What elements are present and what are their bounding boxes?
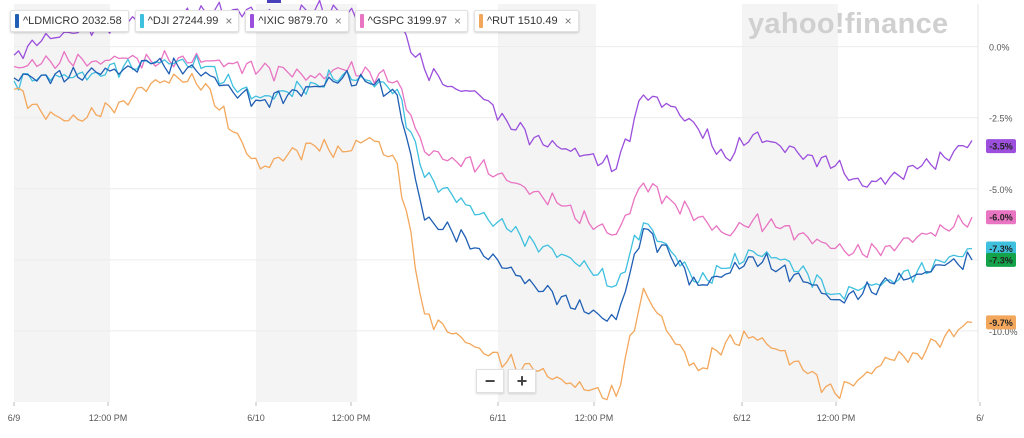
series-line	[13, 72, 973, 401]
series-line	[13, 57, 973, 322]
legend-swatch	[478, 14, 483, 28]
yahoo-finance-logo: yahoo!finance	[748, 8, 949, 40]
remove-symbol-icon[interactable]: ×	[334, 14, 342, 28]
legend-value: 9879.70	[287, 15, 328, 27]
x-tick-label: 6/9	[8, 413, 21, 423]
end-value-badge	[986, 139, 1016, 154]
series-line	[13, 54, 973, 300]
legend: ^LDMICRO 2032.58 ^DJI 27244.99 × ^IXIC 9879…	[10, 10, 579, 32]
end-value-badge	[986, 252, 1016, 267]
x-tick-label: 12:00 PM	[817, 413, 856, 423]
x-tick-label: 6/11	[490, 413, 507, 423]
end-value-badge	[986, 210, 1016, 225]
legend-swatch	[15, 14, 19, 28]
x-tick-label: 6/12	[733, 413, 751, 423]
legend-chip[interactable]: ^GSPC 3199.97 ×	[354, 10, 468, 32]
legend-value: 2032.58	[81, 15, 122, 27]
zoom-controls: − +	[476, 369, 536, 393]
legend-symbol: ^IXIC	[258, 15, 285, 27]
legend-value: 27244.99	[172, 15, 219, 27]
zoom-in-button[interactable]: +	[508, 369, 536, 393]
end-value-badge	[986, 315, 1016, 330]
end-value-label: -7.3%	[989, 244, 1013, 254]
legend-chip[interactable]: ^RUT 1510.49 ×	[473, 10, 579, 32]
remove-symbol-icon[interactable]: ×	[225, 14, 233, 28]
chart-top-marker	[267, 0, 281, 3]
legend-value: 1510.49	[517, 15, 558, 27]
end-value-label: -7.3%	[989, 255, 1013, 265]
x-tick-label: 6/	[976, 413, 984, 423]
legend-chip[interactable]: ^LDMICRO 2032.58	[10, 10, 129, 32]
series-line	[13, 50, 973, 259]
remove-symbol-icon[interactable]: ×	[453, 14, 461, 28]
x-tick-label: 12:00 PM	[89, 413, 128, 423]
zoom-out-button[interactable]: −	[476, 369, 504, 393]
remove-symbol-icon[interactable]: ×	[564, 14, 572, 28]
x-tick-label: 6/10	[247, 413, 265, 423]
legend-symbol: ^LDMICRO	[23, 15, 79, 27]
legend-swatch	[250, 14, 255, 28]
x-tick-label: 12:00 PM	[575, 413, 614, 423]
legend-value: 3199.97	[407, 15, 447, 27]
legend-chip[interactable]: ^DJI 27244.99 ×	[134, 10, 240, 32]
legend-symbol: ^DJI	[147, 15, 170, 27]
end-value-badge	[986, 241, 1016, 256]
legend-symbol: ^RUT	[486, 15, 515, 27]
end-value-label: -3.5%	[989, 142, 1013, 152]
y-tick-label: 0.0%	[989, 43, 1010, 53]
legend-chip[interactable]: ^IXIC 9879.70 ×	[245, 10, 349, 32]
end-value-label: -9.7%	[989, 318, 1013, 328]
legend-swatch	[359, 14, 364, 28]
y-tick-label: -5.0%	[989, 185, 1013, 195]
x-tick-label: 12:00 PM	[332, 413, 371, 423]
y-tick-label: -2.5%	[989, 114, 1013, 124]
end-value-label: -6.0%	[989, 213, 1013, 223]
session-band	[742, 4, 838, 402]
session-band	[256, 4, 357, 402]
legend-swatch	[139, 14, 144, 28]
y-tick-label: -10.0%	[989, 327, 1018, 337]
legend-symbol: ^GSPC	[367, 15, 405, 27]
